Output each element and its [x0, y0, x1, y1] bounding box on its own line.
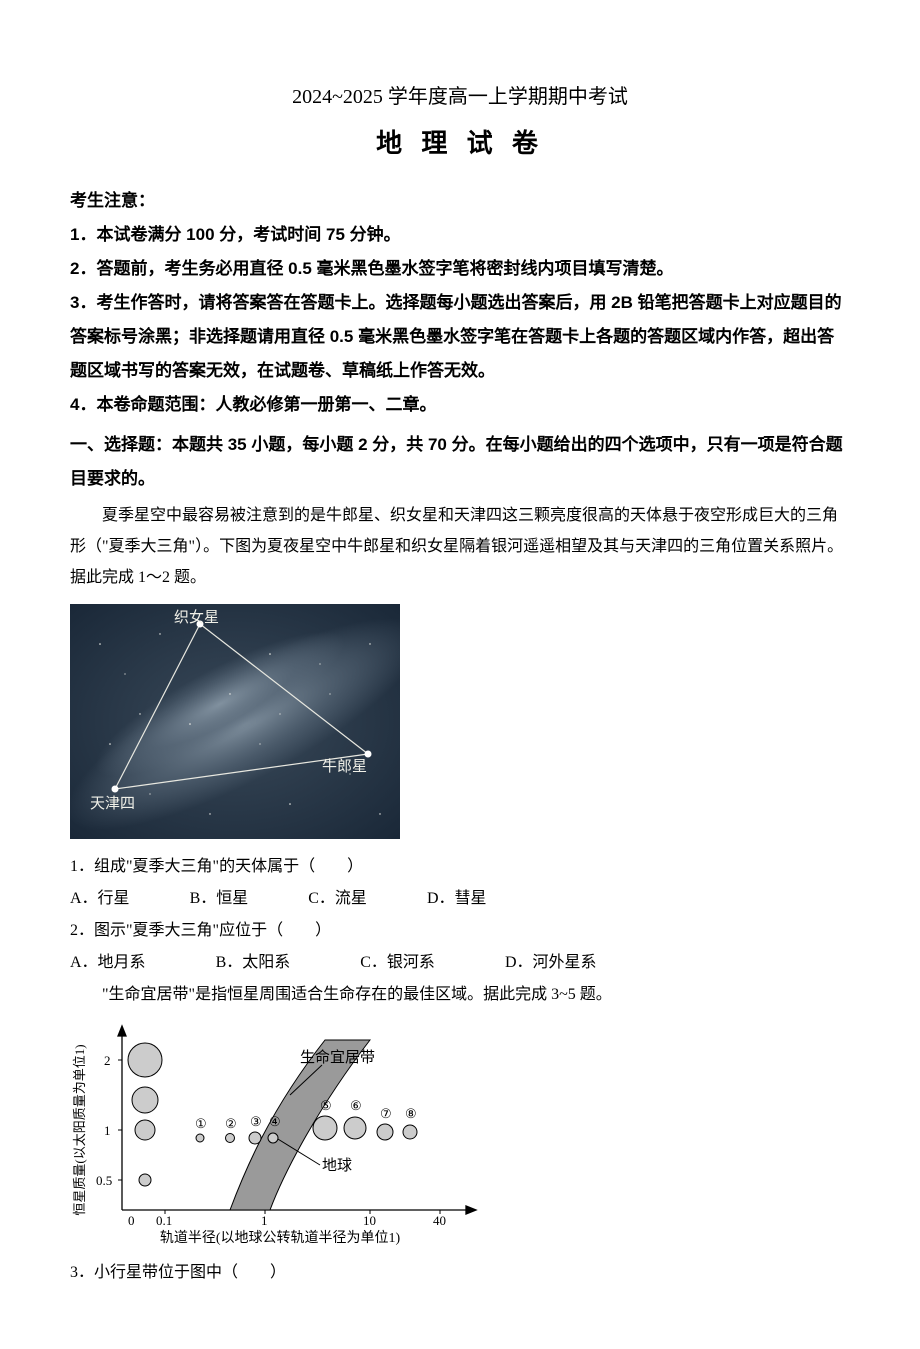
xtick-01: 0.1	[156, 1213, 172, 1228]
instructions-heading: 考生注意：	[70, 184, 850, 218]
q3-stem: 3．小行星带位于图中（ ）	[70, 1257, 850, 1289]
planet-7-label: ⑦	[380, 1106, 392, 1121]
label-deneb: 天津四	[90, 795, 135, 812]
q2-opt-c: C．银河系	[360, 947, 435, 979]
instruction-item-4: 4．本卷命题范围：人教必修第一册第一、二章。	[70, 388, 850, 422]
ytick-2: 2	[104, 1053, 111, 1068]
planet-2-label: ②	[225, 1116, 237, 1131]
label-vega: 织女星	[174, 608, 219, 626]
q2-stem: 2．图示"夏季大三角"应位于（ ）	[70, 915, 850, 947]
passage-2: "生命宜居带"是指恒星周围适合生命存在的最佳区域。据此完成 3~5 题。	[70, 979, 850, 1010]
q1-opt-d: D．彗星	[427, 883, 487, 915]
ytick-1: 1	[104, 1123, 111, 1138]
xtick-0: 0	[128, 1213, 135, 1228]
xtick-40: 40	[433, 1213, 446, 1228]
q2-opt-d: D．河外星系	[505, 947, 597, 979]
label-band: 生命宜居带	[300, 1048, 375, 1066]
q2-opt-a: A．地月系	[70, 947, 146, 979]
label-earth: 地球	[322, 1157, 352, 1174]
q2-options: A．地月系 B．太阳系 C．银河系 D．河外星系	[70, 947, 850, 979]
exam-subject-title: 地 理 试 卷	[70, 123, 850, 160]
figure-habitable-zone: 2 1 0.5 0 0.1 1 10 40 生命宜居带 地球	[70, 1020, 850, 1245]
xtick-1: 1	[261, 1213, 268, 1228]
instruction-item-1: 1．本试卷满分 100 分，考试时间 75 分钟。	[70, 218, 850, 252]
q2-opt-b: B．太阳系	[216, 947, 291, 979]
planet-5-label: ⑤	[320, 1098, 332, 1113]
planet-3-label: ③	[250, 1114, 262, 1129]
figure-summer-triangle: 织女星 牛郎星 天津四	[70, 604, 850, 839]
q1-stem: 1．组成"夏季大三角"的天体属于（ ）	[70, 851, 850, 883]
q1-options: A．行星 B．恒星 C．流星 D．彗星	[70, 883, 850, 915]
planet-4-label: ④	[269, 1114, 281, 1129]
planet-8-label: ⑧	[405, 1106, 417, 1121]
instructions-block: 考生注意： 1．本试卷满分 100 分，考试时间 75 分钟。 2．答题前，考生…	[70, 184, 850, 422]
planet-6-label: ⑥	[350, 1098, 362, 1113]
section-1-heading: 一、选择题：本题共 35 小题，每小题 2 分，共 70 分。在每小题给出的四个…	[70, 428, 850, 496]
ylabel: 恒星质量(以太阳质量为单位1)	[72, 1044, 87, 1215]
ytick-05: 0.5	[96, 1173, 112, 1188]
label-altair: 牛郎星	[322, 758, 367, 775]
xlabel: 轨道半径(以地球公转轨道半径为单位1)	[160, 1230, 401, 1245]
xtick-10: 10	[363, 1213, 376, 1228]
q1-opt-a: A．行星	[70, 883, 130, 915]
instruction-item-3: 3．考生作答时，请将答案答在答题卡上。选择题每小题选出答案后，用 2B 铅笔把答…	[70, 286, 850, 388]
q1-opt-c: C．流星	[308, 883, 367, 915]
exam-year-title: 2024~2025 学年度高一上学期期中考试	[70, 80, 850, 109]
q1-opt-b: B．恒星	[190, 883, 249, 915]
instruction-item-2: 2．答题前，考生务必用直径 0.5 毫米黑色墨水签字笔将密封线内项目填写清楚。	[70, 252, 850, 286]
passage-1: 夏季星空中最容易被注意到的是牛郎星、织女星和天津四这三颗亮度很高的天体悬于夜空形…	[70, 500, 850, 594]
planet-1-label: ①	[195, 1116, 207, 1131]
